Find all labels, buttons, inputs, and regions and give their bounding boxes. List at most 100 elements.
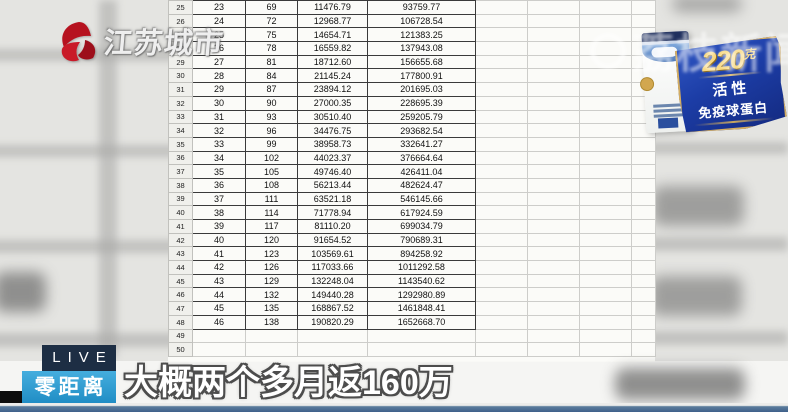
- cell[interactable]: 81110.20: [297, 219, 368, 234]
- cell[interactable]: 39: [192, 219, 246, 234]
- cell[interactable]: 149440.28: [297, 287, 368, 303]
- cell[interactable]: [475, 13, 528, 29]
- cell[interactable]: 138: [245, 314, 298, 330]
- cell[interactable]: 63521.18: [297, 191, 368, 207]
- cell[interactable]: 105: [245, 164, 298, 179]
- cell[interactable]: [527, 246, 580, 262]
- cell[interactable]: [475, 191, 528, 207]
- cell[interactable]: [631, 301, 656, 316]
- cell[interactable]: 1143540.62: [367, 273, 476, 289]
- cell[interactable]: [527, 260, 580, 275]
- cell[interactable]: 108: [245, 177, 298, 193]
- cell[interactable]: [527, 342, 580, 357]
- cell[interactable]: 332641.27: [367, 136, 476, 152]
- cell[interactable]: [579, 260, 632, 275]
- cell[interactable]: [579, 219, 632, 234]
- cell[interactable]: 87: [245, 82, 298, 97]
- cell[interactable]: [475, 219, 528, 234]
- cell[interactable]: [475, 123, 528, 138]
- cell[interactable]: [579, 232, 632, 248]
- cell[interactable]: [631, 342, 656, 357]
- cell[interactable]: 29: [192, 82, 246, 97]
- cell[interactable]: 37: [192, 191, 246, 207]
- cell[interactable]: [475, 246, 528, 262]
- cell[interactable]: [527, 123, 580, 138]
- cell[interactable]: 106728.54: [367, 13, 476, 29]
- cell[interactable]: [579, 123, 632, 138]
- cell[interactable]: [475, 342, 528, 357]
- cell[interactable]: 546145.66: [367, 191, 476, 207]
- cell[interactable]: 16559.82: [297, 41, 368, 56]
- cell[interactable]: [475, 260, 528, 275]
- cell[interactable]: [631, 150, 656, 166]
- cell[interactable]: [527, 273, 580, 289]
- cell[interactable]: 42: [192, 260, 246, 275]
- cell[interactable]: [631, 273, 656, 289]
- row-header[interactable]: 42: [168, 232, 193, 248]
- cell[interactable]: [579, 136, 632, 152]
- cell[interactable]: [527, 82, 580, 97]
- cell[interactable]: 617924.59: [367, 205, 476, 220]
- cell[interactable]: [631, 191, 656, 207]
- cell[interactable]: [527, 164, 580, 179]
- cell[interactable]: [527, 27, 580, 43]
- cell[interactable]: 27000.35: [297, 95, 368, 111]
- cell[interactable]: [579, 273, 632, 289]
- cell[interactable]: 31: [192, 109, 246, 125]
- cell[interactable]: [579, 342, 632, 357]
- row-header[interactable]: 26: [168, 13, 193, 29]
- cell[interactable]: 482624.47: [367, 177, 476, 193]
- cell[interactable]: 168867.52: [297, 301, 368, 316]
- cell[interactable]: [192, 328, 246, 344]
- row-header[interactable]: 47: [168, 301, 193, 316]
- cell[interactable]: 32: [192, 123, 246, 138]
- cell[interactable]: [475, 0, 528, 15]
- cell[interactable]: [367, 342, 476, 357]
- cell[interactable]: [475, 205, 528, 220]
- cell[interactable]: [475, 314, 528, 330]
- cell[interactable]: 135: [245, 301, 298, 316]
- cell[interactable]: 23: [192, 0, 246, 15]
- cell[interactable]: 91654.52: [297, 232, 368, 248]
- cell[interactable]: 376664.64: [367, 150, 476, 166]
- cell[interactable]: [527, 191, 580, 207]
- cell[interactable]: 126: [245, 260, 298, 275]
- cell[interactable]: 40: [192, 232, 246, 248]
- cell[interactable]: [475, 164, 528, 179]
- cell[interactable]: 72: [245, 13, 298, 29]
- cell[interactable]: 18712.60: [297, 54, 368, 70]
- cell[interactable]: [475, 273, 528, 289]
- cell[interactable]: [579, 205, 632, 220]
- row-header[interactable]: 46: [168, 287, 193, 303]
- cell[interactable]: 11476.79: [297, 0, 368, 15]
- row-header[interactable]: 49: [168, 328, 193, 344]
- cell[interactable]: [527, 301, 580, 316]
- cell[interactable]: 30510.40: [297, 109, 368, 125]
- cell[interactable]: [475, 301, 528, 316]
- cell[interactable]: 121383.25: [367, 27, 476, 43]
- cell[interactable]: 46: [192, 314, 246, 330]
- row-header[interactable]: 48: [168, 314, 193, 330]
- cell[interactable]: 102: [245, 150, 298, 166]
- cell[interactable]: 71778.94: [297, 205, 368, 220]
- cell[interactable]: 93759.77: [367, 0, 476, 15]
- cell[interactable]: 34: [192, 150, 246, 166]
- cell[interactable]: [579, 287, 632, 303]
- cell[interactable]: 84: [245, 68, 298, 84]
- cell[interactable]: [245, 328, 298, 344]
- cell[interactable]: [527, 13, 580, 29]
- cell[interactable]: 96: [245, 123, 298, 138]
- cell[interactable]: 259205.79: [367, 109, 476, 125]
- cell[interactable]: 111: [245, 191, 298, 207]
- row-header[interactable]: 43: [168, 246, 193, 262]
- cell[interactable]: [192, 342, 246, 357]
- cell[interactable]: 36: [192, 177, 246, 193]
- cell[interactable]: [527, 54, 580, 70]
- cell[interactable]: [527, 41, 580, 56]
- row-header[interactable]: 30: [168, 68, 193, 84]
- cell[interactable]: 228695.39: [367, 95, 476, 111]
- cell[interactable]: [475, 109, 528, 125]
- row-header[interactable]: 28: [168, 41, 193, 56]
- cell[interactable]: 38958.73: [297, 136, 368, 152]
- cell[interactable]: [475, 328, 528, 344]
